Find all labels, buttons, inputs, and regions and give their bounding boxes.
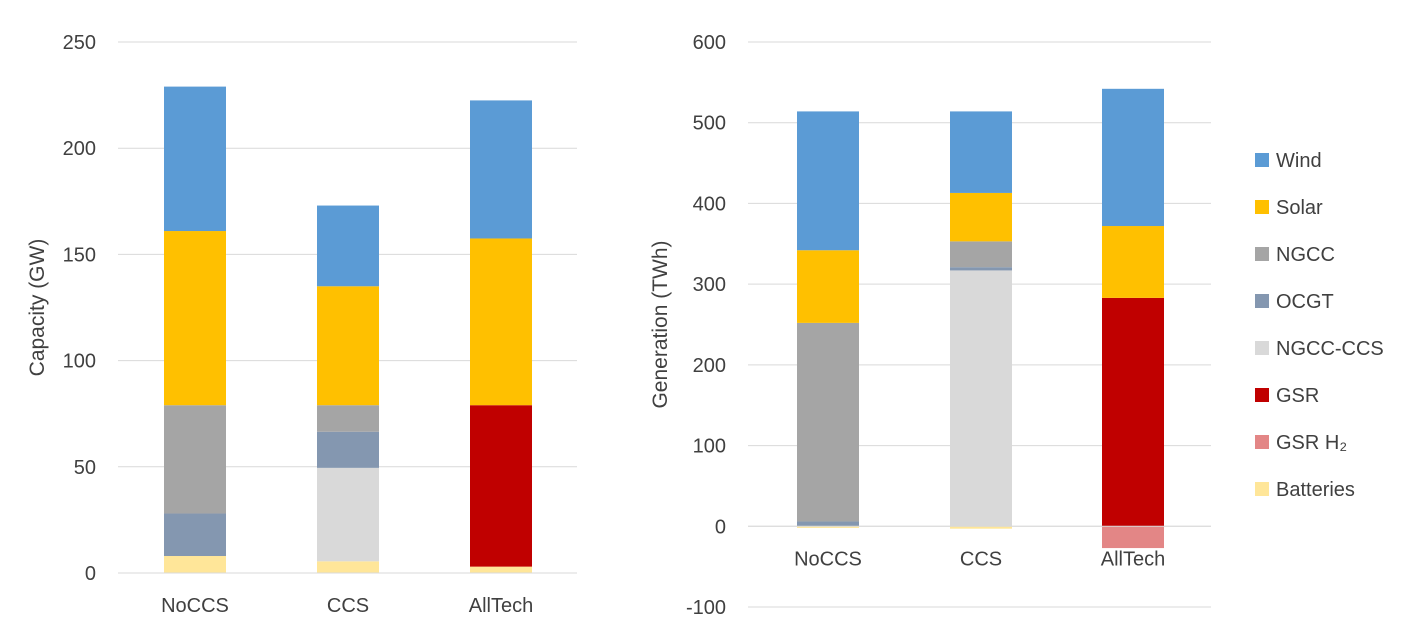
bar-alltech-gsr-h — [1102, 526, 1164, 549]
bar-noccs-ngcc — [164, 405, 226, 514]
legend-label-ocgt: OCGT — [1276, 291, 1334, 313]
x-category-label: CCS — [327, 595, 369, 617]
y-tick-label: 200 — [63, 138, 96, 160]
bar-ccs-ngcc-ccs — [950, 270, 1012, 527]
y-tick-label: 0 — [715, 516, 726, 538]
bar-noccs-batteries — [797, 526, 859, 528]
legend-swatch-gsr — [1255, 388, 1269, 402]
legend-swatch-wind — [1255, 153, 1269, 167]
x-category-label: CCS — [960, 548, 1002, 570]
bar-noccs-ocgt — [797, 521, 859, 527]
legend: Wind Solar NGCC OCGT NGCC-CCS GSR GSR H₂ Batter… — [1255, 150, 1384, 501]
bar-noccs-ngcc — [797, 322, 859, 522]
bar-ccs-batteries — [950, 526, 1012, 529]
bar-ccs-ngcc — [317, 405, 379, 432]
x-category-label: NoCCS — [794, 548, 862, 570]
bar-ccs-ngcc-ccs — [317, 467, 379, 562]
bar-noccs-solar — [797, 250, 859, 323]
bar-alltech-batteries — [470, 566, 532, 573]
x-category-label: AllTech — [1101, 548, 1165, 570]
legend-label-gsr-h: GSR H₂ — [1276, 432, 1347, 454]
y-tick-label: 150 — [63, 244, 96, 266]
bar-ccs-wind — [950, 111, 1012, 193]
bar-ccs-solar — [950, 192, 1012, 242]
bar-alltech-gsr — [1102, 297, 1164, 527]
bar-ccs-ocgt — [317, 431, 379, 468]
bar-alltech-solar — [1102, 226, 1164, 298]
legend-swatch-ngcc-ccs — [1255, 341, 1269, 355]
bar-alltech-solar — [470, 238, 532, 406]
legend-swatch-ocgt — [1255, 294, 1269, 308]
bar-ccs-ngcc — [950, 241, 1012, 268]
bar-noccs-wind — [164, 86, 226, 232]
bar-noccs-solar — [164, 231, 226, 406]
y-tick-label: 100 — [693, 436, 726, 458]
y-tick-label: 0 — [85, 563, 96, 585]
bar-noccs-wind — [797, 111, 859, 251]
bar-ccs-batteries — [317, 561, 379, 573]
legend-swatch-ngcc — [1255, 247, 1269, 261]
bar-noccs-batteries — [164, 556, 226, 573]
legend-label-batteries: Batteries — [1276, 479, 1355, 501]
y-tick-label: 50 — [74, 457, 96, 479]
y-tick-label: 250 — [63, 32, 96, 54]
bar-ccs-wind — [317, 205, 379, 287]
legend-label-gsr: GSR — [1276, 385, 1319, 407]
y-axis-label: Capacity (GW) — [26, 239, 49, 377]
bar-alltech-wind — [1102, 88, 1164, 227]
legend-swatch-batteries — [1255, 482, 1269, 496]
y-tick-label: 600 — [693, 32, 726, 54]
y-tick-label: 400 — [693, 193, 726, 215]
x-category-label: AllTech — [469, 595, 533, 617]
generation-chart: -100 0 100 200 300 400 500 600 Generation (TWh) N… — [649, 32, 1211, 619]
y-tick-label: 100 — [63, 351, 96, 373]
y-tick-label: 200 — [693, 355, 726, 377]
bar-alltech-wind — [470, 100, 532, 239]
legend-label-ngcc: NGCC — [1276, 244, 1335, 266]
legend-label-solar: Solar — [1276, 197, 1323, 219]
y-tick-label: 300 — [693, 274, 726, 296]
legend-label-ngcc-ccs: NGCC-CCS — [1276, 338, 1384, 360]
x-category-label: NoCCS — [161, 595, 229, 617]
legend-label-wind: Wind — [1276, 150, 1322, 172]
y-tick-label: 500 — [693, 113, 726, 135]
bar-alltech-gsr — [470, 405, 532, 567]
legend-swatch-solar — [1255, 200, 1269, 214]
bar-noccs-ocgt — [164, 513, 226, 557]
capacity-chart: 0 50 100 150 200 250 Capacity (GW) NoCCS CCS AllT… — [26, 32, 577, 617]
legend-swatch-gsr-h — [1255, 435, 1269, 449]
y-axis-label: Generation (TWh) — [649, 240, 672, 408]
bar-ccs-solar — [317, 286, 379, 406]
bar-ccs-ocgt — [950, 267, 1012, 271]
y-tick-label: -100 — [686, 597, 726, 619]
